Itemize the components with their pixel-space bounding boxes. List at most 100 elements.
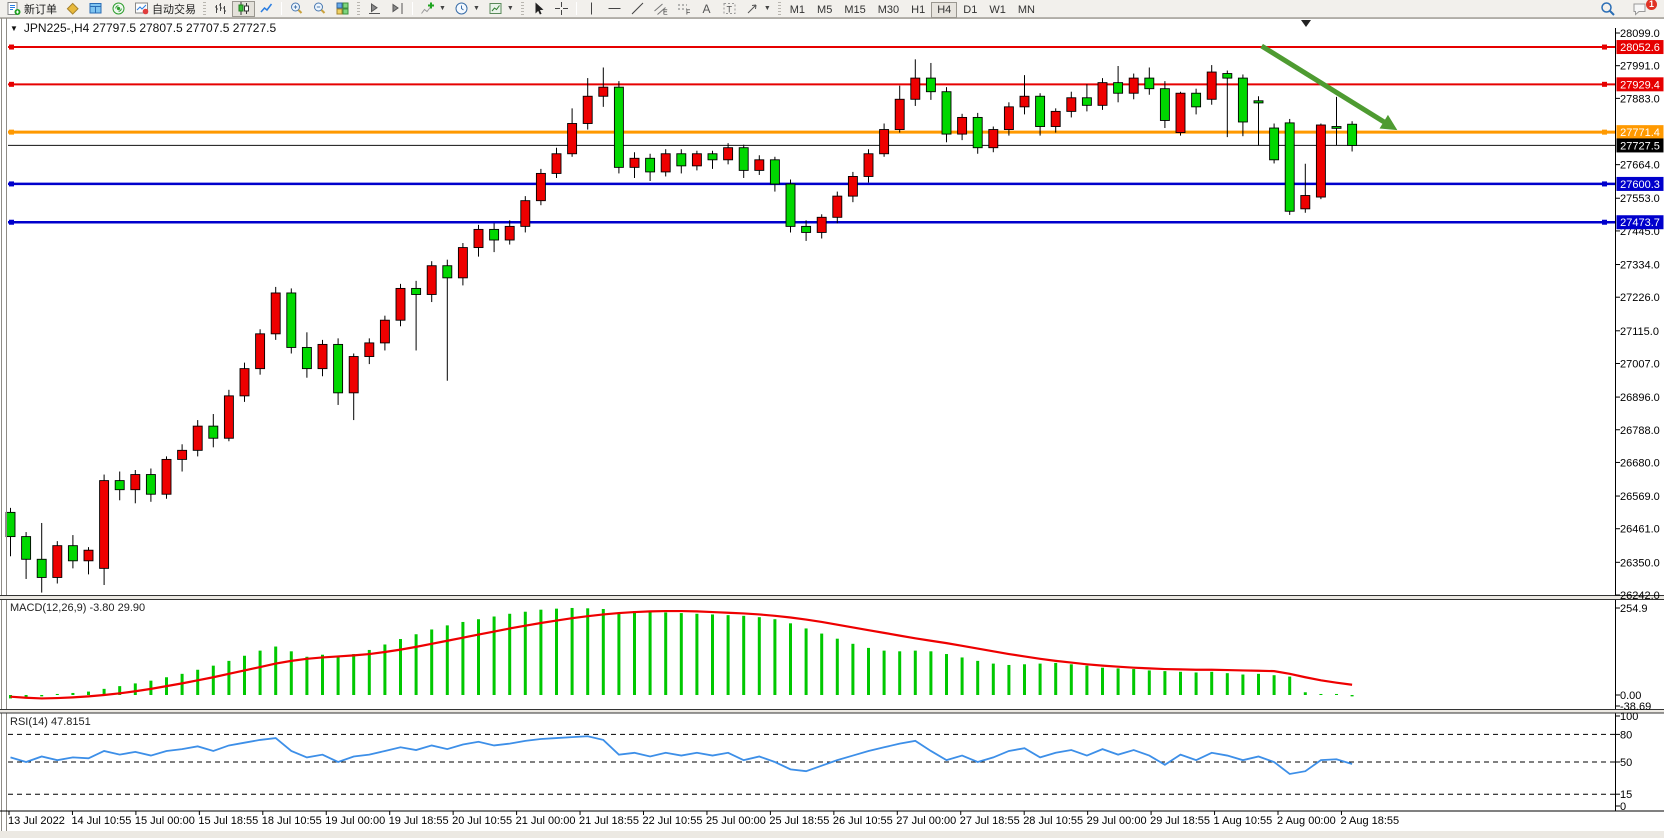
templates-button[interactable]: ▼ <box>484 1 518 17</box>
terminal-window-button[interactable] <box>84 1 107 17</box>
market-watch-button[interactable] <box>61 1 84 17</box>
new-order-button[interactable]: 新订单 <box>2 1 61 17</box>
candle-body <box>36 558 47 578</box>
timeframe-h1[interactable]: H1 <box>911 3 926 16</box>
hline-handle-left[interactable] <box>9 129 14 135</box>
time-axis[interactable]: 13 Jul 2022 14 Jul 10:55 15 Jul 00:00 15 Ju… <box>8 811 1399 827</box>
hline-handle-right[interactable] <box>1602 129 1607 135</box>
candle-body <box>317 343 328 370</box>
indicators-button[interactable]: ▼ <box>416 1 450 17</box>
macd-histogram-bar <box>1257 673 1260 695</box>
macd-histogram-bar <box>367 649 371 695</box>
zoom-out-button[interactable] <box>308 1 331 17</box>
candle <box>1253 96 1264 146</box>
macd-histogram-bar <box>289 651 293 695</box>
text-button[interactable]: A <box>695 1 718 17</box>
candle-body <box>1128 77 1139 94</box>
candle-body <box>145 474 156 495</box>
fibonacci-button[interactable]: F <box>672 1 695 17</box>
macd-histogram-bar <box>243 655 246 695</box>
pane-splitter[interactable] <box>0 709 1664 714</box>
macd-histogram-bar <box>601 608 605 695</box>
zoom-in-button[interactable] <box>285 1 308 17</box>
price-tick-label: 27226.0 <box>1620 292 1660 304</box>
hline-group <box>8 44 1615 225</box>
toolbar-grip[interactable] <box>357 2 360 15</box>
macd-axis-label: 0.00 <box>1620 690 1641 702</box>
hline-handle-left[interactable] <box>9 81 14 87</box>
equidistant-channel-button[interactable]: E <box>649 1 672 17</box>
bar-chart-icon <box>215 3 226 14</box>
candle-body <box>473 228 484 249</box>
line-chart-button[interactable] <box>255 1 278 17</box>
candle <box>582 78 593 130</box>
candle-body <box>1050 110 1061 127</box>
hline-handle-right[interactable] <box>1602 181 1607 187</box>
crosshair-button[interactable] <box>550 1 573 17</box>
timeframe-m15[interactable]: M15 <box>844 3 866 16</box>
candle-body <box>255 333 266 370</box>
timeframe-h4[interactable]: H4 <box>931 1 958 18</box>
time-label: 14 Jul 10:55 <box>71 815 131 827</box>
trend-arrow-head[interactable] <box>1379 114 1398 131</box>
macd-histogram-bar <box>1303 692 1307 695</box>
arrows-button[interactable]: ▼ <box>741 1 775 17</box>
signals-button[interactable] <box>107 1 130 17</box>
candle <box>1222 70 1233 138</box>
candle <box>957 113 968 141</box>
timeframe-m5[interactable]: M5 <box>817 3 833 16</box>
timeframe-m30[interactable]: M30 <box>877 3 900 16</box>
vertical-line-button[interactable] <box>580 1 603 17</box>
candle-body <box>1300 195 1311 210</box>
candle <box>707 150 718 169</box>
tile-windows-button[interactable] <box>331 1 354 17</box>
price-axis[interactable]: 28099.027991.027883.027664.027553.027445… <box>1615 28 1660 602</box>
macd-histogram-bar <box>352 654 356 695</box>
time-label: 15 Jul 00:00 <box>135 815 195 827</box>
pane-splitter[interactable] <box>0 595 1664 600</box>
toolbar-grip[interactable] <box>777 2 781 15</box>
hline-handle-right[interactable] <box>1602 81 1607 87</box>
time-label: 19 Jul 00:00 <box>325 815 385 827</box>
one-click-trading-toggle-icon[interactable]: ▼ <box>10 23 18 33</box>
periods-button[interactable]: ▼ <box>450 1 484 17</box>
text-label-button[interactable]: T <box>718 1 741 17</box>
autotrading-button[interactable]: 自动交易 <box>130 1 200 17</box>
auto-scroll-button[interactable] <box>363 1 386 17</box>
bar-chart-button[interactable] <box>209 1 232 17</box>
macd-histogram-bar <box>102 688 106 695</box>
candle-body <box>535 172 546 202</box>
timeframe-w1[interactable]: W1 <box>989 3 1006 16</box>
candle <box>863 149 874 183</box>
cursor-button[interactable] <box>527 1 550 17</box>
hline-handle-right[interactable] <box>1602 219 1607 225</box>
timeframe-mn[interactable]: MN <box>1017 3 1035 16</box>
trendline-button[interactable] <box>626 1 649 17</box>
candlestick-chart-button[interactable] <box>232 0 255 17</box>
chart-surface[interactable]: 28099.027991.027883.027664.027553.027445… <box>0 18 1664 838</box>
candle-body <box>582 95 593 124</box>
candle <box>879 123 890 157</box>
candle <box>442 259 453 381</box>
candle <box>161 456 172 499</box>
candle-body <box>348 356 359 394</box>
hline-handle-right[interactable] <box>1602 44 1607 50</box>
macd-signal-line <box>10 609 1353 700</box>
toolbar-grip[interactable] <box>203 2 206 15</box>
toolbar-grip[interactable] <box>520 2 524 15</box>
candle <box>832 191 843 224</box>
search-button[interactable] <box>1596 1 1620 17</box>
hline-handle-left[interactable] <box>9 44 14 50</box>
timeframe-m1[interactable]: M1 <box>789 3 806 16</box>
hline-handle-left[interactable] <box>9 219 14 225</box>
chart-window: ▼ JPN225-,H4 27797.5 27807.5 27707.5 277… <box>0 18 1664 838</box>
trendline-icon <box>631 2 644 15</box>
hline-handle-left[interactable] <box>9 181 14 187</box>
horizontal-line-button[interactable] <box>603 1 626 17</box>
trend-arrow-line[interactable] <box>1260 43 1391 128</box>
candle-body <box>1331 126 1342 129</box>
chart-shift-button[interactable] <box>386 1 409 17</box>
timeframe-d1[interactable]: D1 <box>963 3 978 16</box>
notifications-button[interactable]: 1 <box>1628 0 1657 17</box>
